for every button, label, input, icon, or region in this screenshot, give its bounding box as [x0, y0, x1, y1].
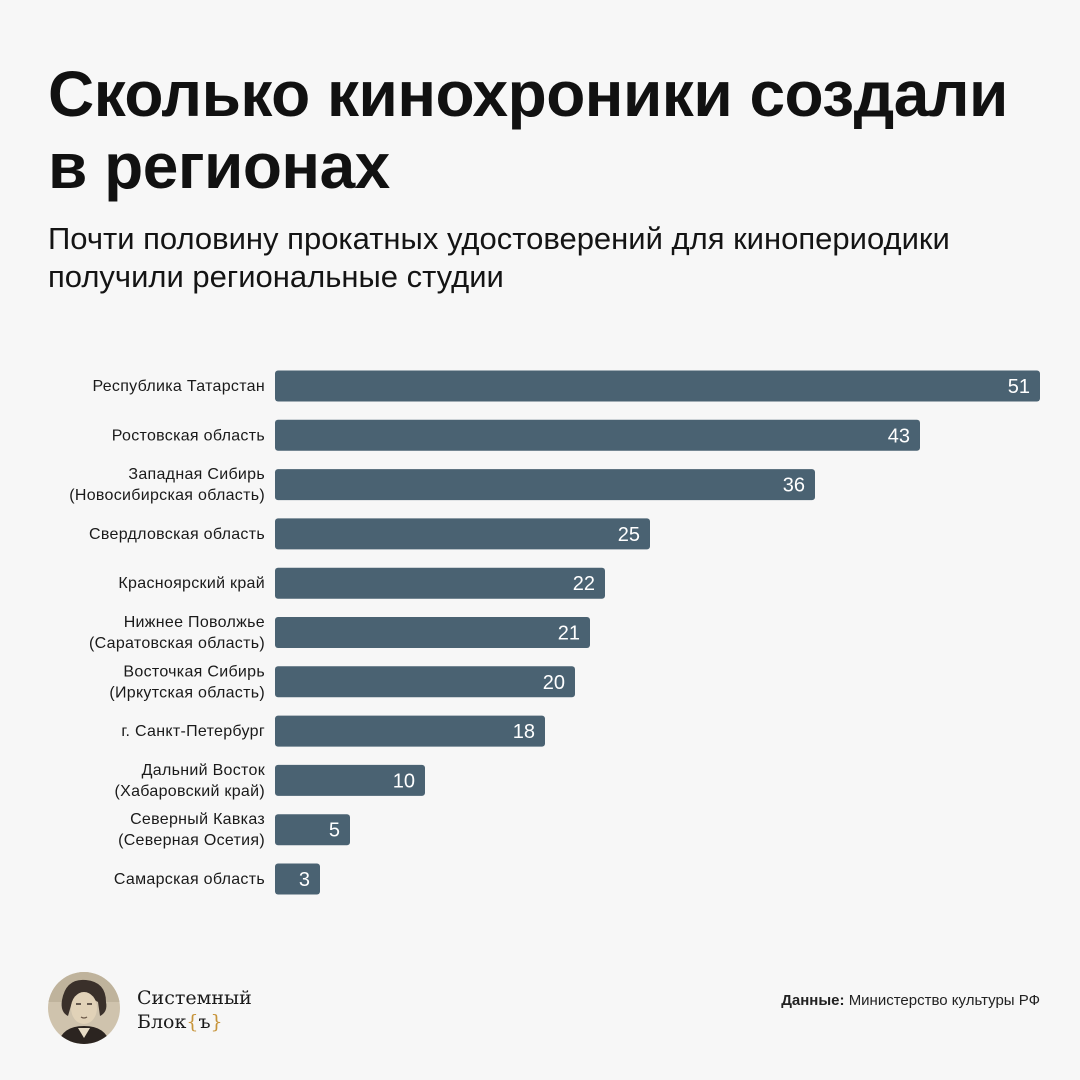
bar-value-label-10: 3 — [299, 869, 310, 891]
category-label-line: (Новосибирская область) — [69, 487, 265, 504]
bar-6 — [275, 666, 575, 698]
source-label: Данные: — [781, 992, 845, 1009]
category-label-8: Дальний Восток (Хабаровский край) — [115, 762, 266, 800]
category-label-line: Республика Татарстан — [92, 378, 265, 395]
bar-0 — [275, 370, 1040, 402]
bar-value-label-7: 18 — [513, 721, 535, 743]
category-label-line: (Саратовская область) — [89, 635, 265, 652]
category-label-10: Самарская область — [114, 871, 265, 888]
bar-3 — [275, 518, 650, 550]
bar-2 — [275, 469, 815, 501]
category-label-1: Ростовская область — [112, 427, 265, 444]
source-text: Министерство культуры РФ — [848, 992, 1040, 1009]
category-label-line: Ростовская область — [112, 427, 265, 444]
bar-value-label-0: 51 — [1008, 376, 1030, 398]
author-portrait-avatar — [48, 972, 120, 1044]
bar-value-label-1: 43 — [888, 425, 910, 447]
brand-line2: Блок{ъ} — [137, 1010, 252, 1034]
category-label-0: Республика Татарстан — [92, 378, 265, 395]
chart-subtitle: Почти половину прокатных удостоверений д… — [48, 221, 950, 294]
bar-value-label-3: 25 — [618, 524, 640, 546]
category-label-line: Восточкая Сибирь — [123, 663, 265, 680]
bar-1 — [275, 419, 920, 451]
brand-line2-text: Блок — [137, 1011, 187, 1033]
bar-9 — [275, 814, 350, 846]
brand-brace-close: } — [210, 1011, 223, 1033]
category-label-6: Восточкая Сибирь (Иркутская область) — [109, 663, 265, 701]
bar-value-label-9: 5 — [329, 820, 340, 842]
bar-value-label-2: 36 — [783, 475, 805, 497]
bar-value-label-8: 10 — [393, 770, 415, 792]
category-label-line: Западная Сибирь — [128, 466, 265, 483]
bar-5 — [275, 617, 590, 648]
category-label-line: Дальний Восток — [142, 762, 266, 779]
category-label-line: Нижнее Поволжье — [124, 614, 265, 631]
category-label-5: Нижнее Поволжье (Саратовская область) — [89, 614, 265, 652]
bar-value-label-5: 21 — [558, 623, 580, 645]
bar-10 — [275, 863, 320, 895]
category-label-4: Красноярский край — [118, 575, 265, 592]
category-label-7: г. Санкт-Петербург — [121, 723, 265, 740]
category-label-line: Самарская область — [114, 871, 265, 888]
category-label-line: (Хабаровский край) — [115, 783, 266, 800]
data-source: Данные: Министерство культуры РФ — [781, 992, 1040, 1009]
category-label-line: Свердловская область — [89, 526, 265, 543]
bar-4 — [275, 567, 605, 599]
category-label-line: (Северная Осетия) — [118, 832, 265, 849]
bar-value-label-4: 22 — [573, 573, 595, 595]
brand-brace-open: { — [186, 1011, 199, 1033]
category-label-2: Западная Сибирь (Новосибирская область) — [69, 466, 265, 504]
brand-line1: Системный — [137, 987, 252, 1009]
brand-logo-text: Системный Блок{ъ} — [137, 986, 252, 1034]
category-label-line: Красноярский край — [118, 575, 265, 592]
bar-7 — [275, 715, 545, 747]
category-label-9: Северный Кавказ (Северная Осетия) — [118, 811, 265, 849]
bar-value-label-6: 20 — [543, 672, 565, 694]
category-label-3: Свердловская область — [89, 526, 265, 543]
chart-title: Сколько кинохроники создали в регионах — [48, 58, 1008, 202]
category-label-line: Северный Кавказ — [130, 811, 265, 828]
category-label-line: г. Санкт-Петербург — [121, 723, 265, 740]
category-label-line: (Иркутская область) — [109, 684, 265, 701]
bar-8 — [275, 764, 425, 796]
brand-brace-char: ъ — [198, 1011, 211, 1033]
